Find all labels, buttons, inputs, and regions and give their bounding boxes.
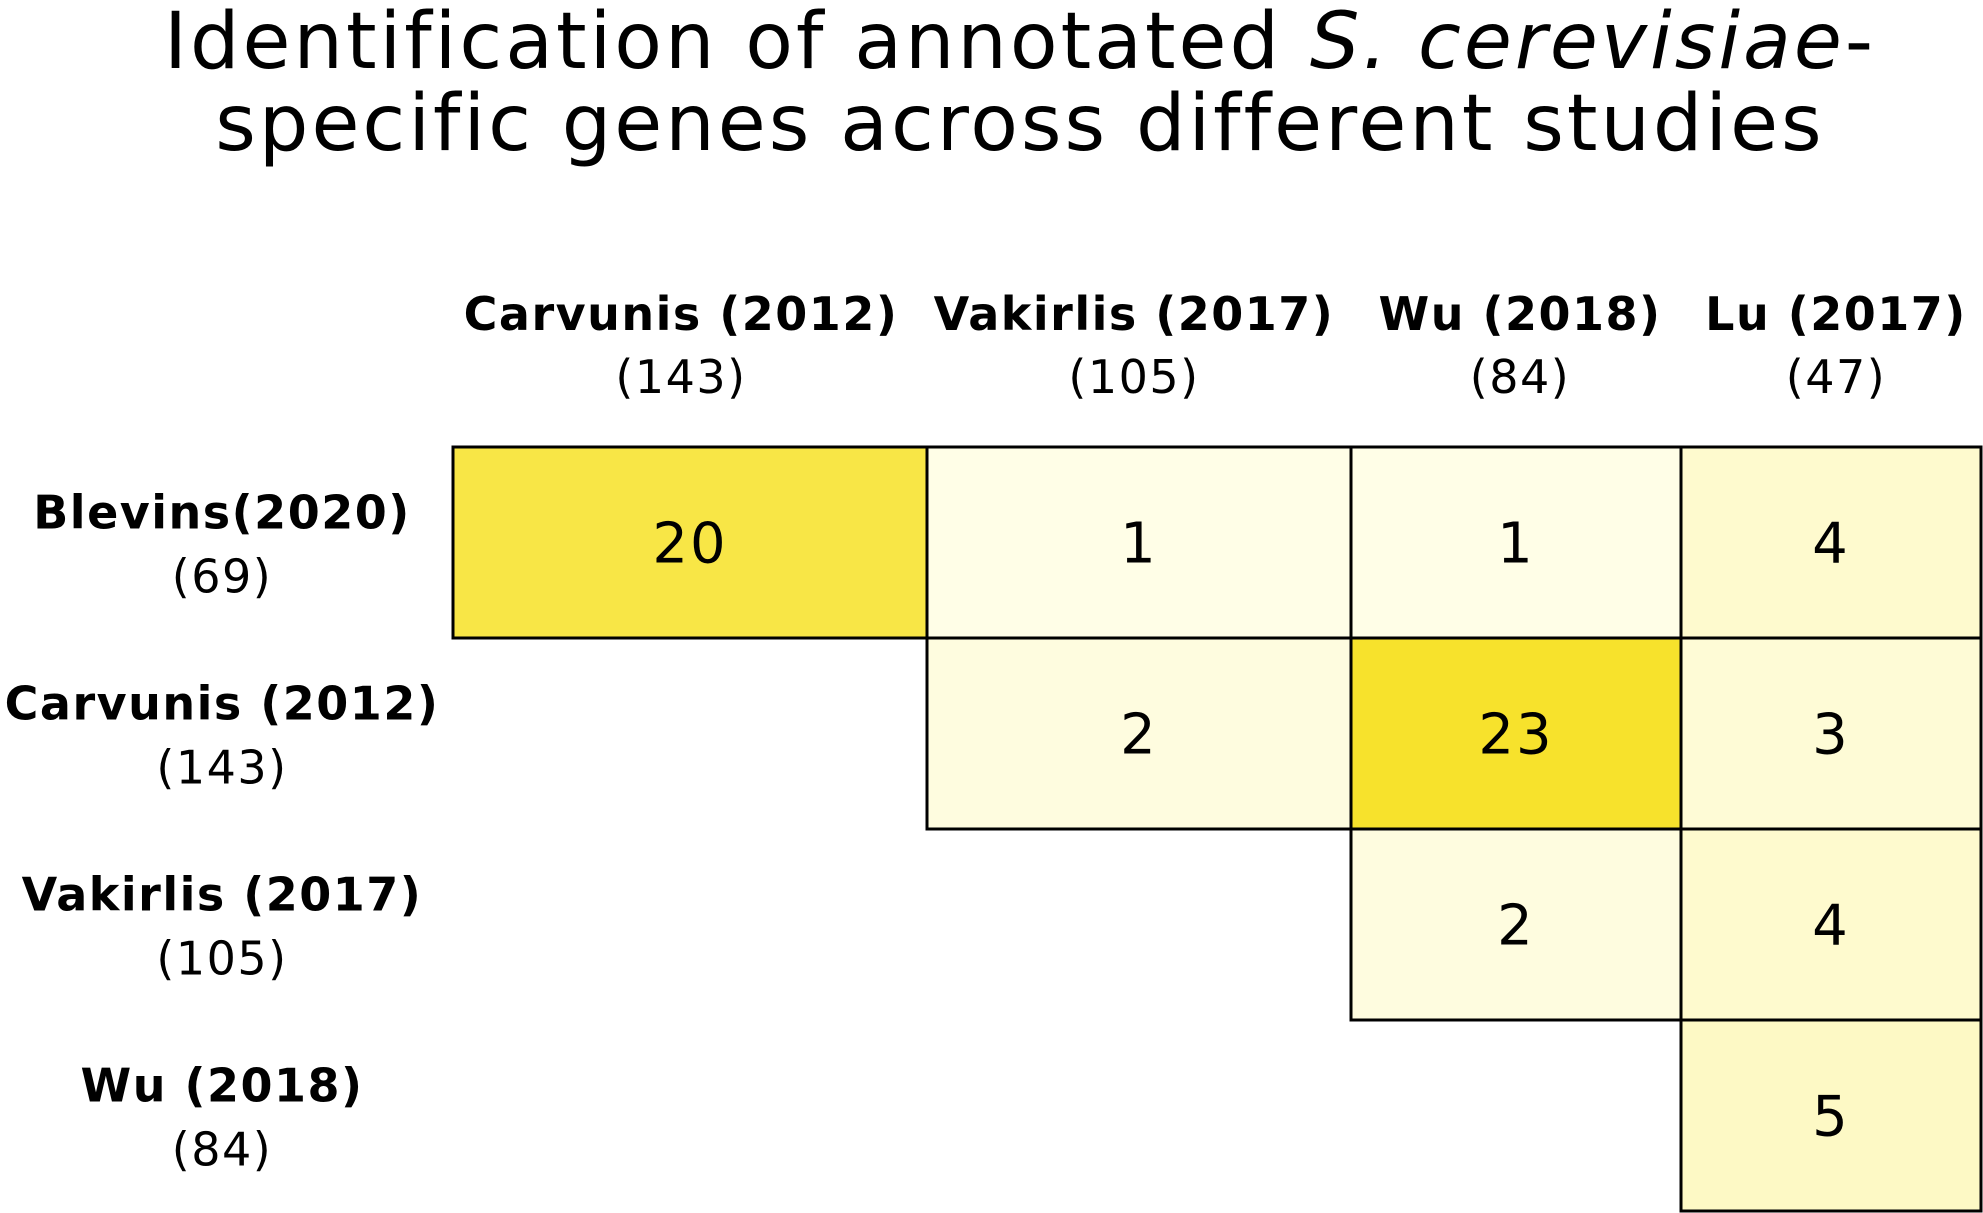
heatmap-cell-value: 1 xyxy=(1120,512,1158,577)
heatmap-cell xyxy=(1349,636,1683,831)
column-header-count: (105) xyxy=(1068,350,1199,404)
heatmap-cell xyxy=(1679,1018,1983,1213)
row-header-name: Carvunis (2012) xyxy=(5,677,440,731)
row-header-count: (69) xyxy=(172,550,272,604)
heatmap-cell-value: 1 xyxy=(1497,512,1535,577)
heatmap-cell-value: 4 xyxy=(1812,894,1850,959)
heatmap-cell xyxy=(1349,445,1683,640)
column-header-count: (143) xyxy=(615,350,746,404)
title-species-italic: S. cerevisiae xyxy=(1310,0,1845,87)
row-header-name: Wu (2018) xyxy=(80,1059,363,1113)
chart-title-line-2: specific genes across different studies xyxy=(215,79,1824,169)
column-headers: Carvunis (2012) (143) Vakirlis (2017) (105)… xyxy=(464,287,1967,404)
heatmap-cell-value: 20 xyxy=(652,512,727,577)
chart-title-line-1: Identification of annotated S. cerevisia… xyxy=(164,0,1876,87)
row-header-count: (143) xyxy=(156,741,287,795)
row-header-name: Blevins(2020) xyxy=(33,486,410,540)
heatmap-cells: 20 1 1 4 2 23 3 2 4 5 xyxy=(451,445,1983,1213)
heatmap-cell-value: 4 xyxy=(1812,512,1850,577)
heatmap-cell-value: 2 xyxy=(1497,894,1535,959)
heatmap-cell xyxy=(1679,445,1983,640)
heatmap-cell-value: 5 xyxy=(1812,1085,1850,1150)
heatmap-cell-value: 3 xyxy=(1812,703,1850,768)
title-prefix: Identification of annotated xyxy=(164,0,1310,87)
heatmap-cell-value: 23 xyxy=(1478,703,1553,768)
row-header-count: (84) xyxy=(172,1123,272,1177)
row-headers: Blevins(2020) (69) Carvunis (2012) (143) Vak… xyxy=(5,486,440,1177)
column-header-name: Carvunis (2012) xyxy=(464,287,899,341)
heatmap-cell xyxy=(1349,827,1683,1022)
heatmap-cell xyxy=(451,445,929,640)
column-header-name: Lu (2017) xyxy=(1705,287,1967,341)
column-header-name: Vakirlis (2017) xyxy=(934,287,1335,341)
column-header-count: (84) xyxy=(1470,350,1570,404)
heatmap-cell-value: 2 xyxy=(1120,703,1158,768)
row-header-count: (105) xyxy=(156,932,287,986)
column-header-name: Wu (2018) xyxy=(1378,287,1661,341)
row-header-name: Vakirlis (2017) xyxy=(22,868,423,922)
column-header-count: (47) xyxy=(1786,350,1886,404)
heatmap-cell xyxy=(925,636,1353,831)
heatmap-cell xyxy=(925,445,1353,640)
title-hyphen: - xyxy=(1845,0,1876,87)
chart-title: Identification of annotated S. cerevisia… xyxy=(164,0,1876,169)
